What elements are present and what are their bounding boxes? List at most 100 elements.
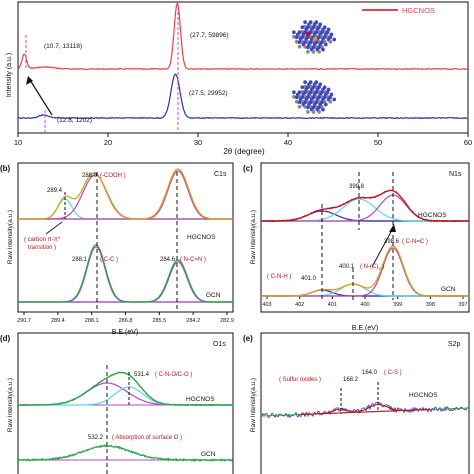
shift-arrow-head (26, 76, 33, 85)
atom (306, 25, 310, 30)
atom (311, 50, 316, 54)
atom (317, 25, 321, 30)
atom (297, 40, 302, 45)
atom (308, 100, 313, 105)
xps-tick-label: 290.7 (17, 318, 31, 324)
atom (292, 34, 296, 39)
atom (314, 20, 319, 24)
atom (308, 104, 313, 109)
atom (317, 89, 321, 94)
atom (317, 105, 321, 110)
atom (306, 85, 310, 90)
atom (300, 39, 305, 44)
hgcnos-xrd-curve (17, 1, 468, 71)
atom (303, 24, 307, 29)
atom (314, 44, 319, 49)
panel-b-ylabel: Raw Intensity(a.u.) (7, 210, 14, 264)
atom (322, 99, 327, 104)
atom (322, 85, 327, 90)
c1s-label-hgcnos: HGCNOS (187, 234, 216, 241)
c1s-label-288-1: 288.1 (72, 257, 88, 263)
atom (303, 40, 307, 45)
atom (314, 40, 319, 45)
annotation-10-7: (10.7, 13118) (44, 43, 82, 50)
atom (308, 90, 313, 95)
atom (328, 95, 333, 100)
atom (322, 35, 327, 40)
annotation-27-5: (27.5, 29952) (189, 90, 228, 97)
atom (311, 89, 316, 94)
xps-tick-label: 288.1 (85, 318, 99, 324)
o1s-label-cno: ( C-N-O/C-O ) (155, 372, 192, 378)
atom (306, 35, 310, 40)
atom (322, 29, 327, 34)
hgcnos-o1s-raw-curve (17, 371, 234, 407)
panel-c-letter: (c) (243, 164, 253, 173)
panel-a-frame (17, 1, 469, 134)
c1s-note-line1: ( carbon π-π* (24, 237, 61, 243)
atom (306, 95, 310, 100)
xrd-tick-label: 40 (284, 138, 292, 147)
atom (328, 35, 333, 40)
atom (300, 29, 305, 34)
n1s-label-gcn: GCN (441, 286, 456, 293)
n1s-peak-400-1 (261, 283, 469, 297)
atom (306, 39, 310, 44)
xps-tick-label: 402 (295, 302, 304, 308)
atom (325, 90, 330, 95)
atom (328, 39, 333, 44)
o1s-label-531-4: 531.4 (134, 372, 150, 378)
atom (303, 104, 307, 109)
o1s-label-surface-o: ( Absorption of surface O ) (112, 435, 182, 441)
atom (323, 102, 328, 107)
s2p-peak-164-0 (300, 404, 430, 415)
xps-tick-label: 289.4 (51, 318, 65, 324)
panel-c-ylabel: Raw Intensity(a.u.) (250, 210, 257, 264)
c1s-peak-288-0 (18, 174, 233, 220)
atom (317, 29, 321, 34)
atom (297, 34, 302, 39)
atom (329, 32, 334, 37)
atom (320, 100, 324, 105)
panel-d-title: O1s (213, 341, 226, 348)
xps-tick-label: 401 (328, 302, 337, 308)
panel-e-letter: (e) (243, 334, 253, 343)
atom (303, 20, 307, 24)
n1s-pointer-head (389, 224, 396, 232)
n1s-label-hgcnos: HGCNOS (418, 212, 447, 219)
atom (314, 24, 319, 29)
gcn-o1s-raw-curve (17, 444, 234, 463)
atom (303, 84, 307, 89)
panel-c-title: N1s (449, 171, 462, 178)
s2p-label-cs: ( C-S ) (384, 370, 402, 376)
dopant-atom (305, 31, 311, 37)
atom (308, 94, 313, 99)
panel-b-x-axis: 290.7 289.4 288.1 286.8 285.5 284.2 282.9 (17, 312, 234, 324)
atom (292, 90, 296, 95)
atom (303, 80, 307, 84)
hgcnos-c1s-raw-curve (18, 168, 233, 220)
atom (308, 20, 313, 24)
panel-e-ylabel: Raw Intensity(a.u.) (250, 378, 257, 432)
atom (317, 39, 321, 44)
c1s-peak-284-6 (18, 261, 233, 303)
atom (297, 30, 302, 35)
atom (321, 47, 325, 52)
atom (326, 87, 331, 92)
atom (297, 100, 302, 105)
atom (311, 105, 316, 110)
xps-tick-label: 285.5 (152, 318, 166, 324)
c1s-note-line2: transition ) (28, 245, 56, 251)
atom (314, 30, 319, 35)
atom (297, 94, 302, 99)
atom (297, 90, 302, 95)
atom (317, 45, 321, 50)
atom (292, 30, 296, 35)
atom (300, 95, 305, 100)
atom (300, 89, 305, 94)
gcn-c1s-raw-curve (18, 244, 233, 303)
atom (320, 40, 324, 45)
atom (322, 89, 327, 94)
atom (306, 89, 310, 94)
atom (297, 104, 302, 109)
